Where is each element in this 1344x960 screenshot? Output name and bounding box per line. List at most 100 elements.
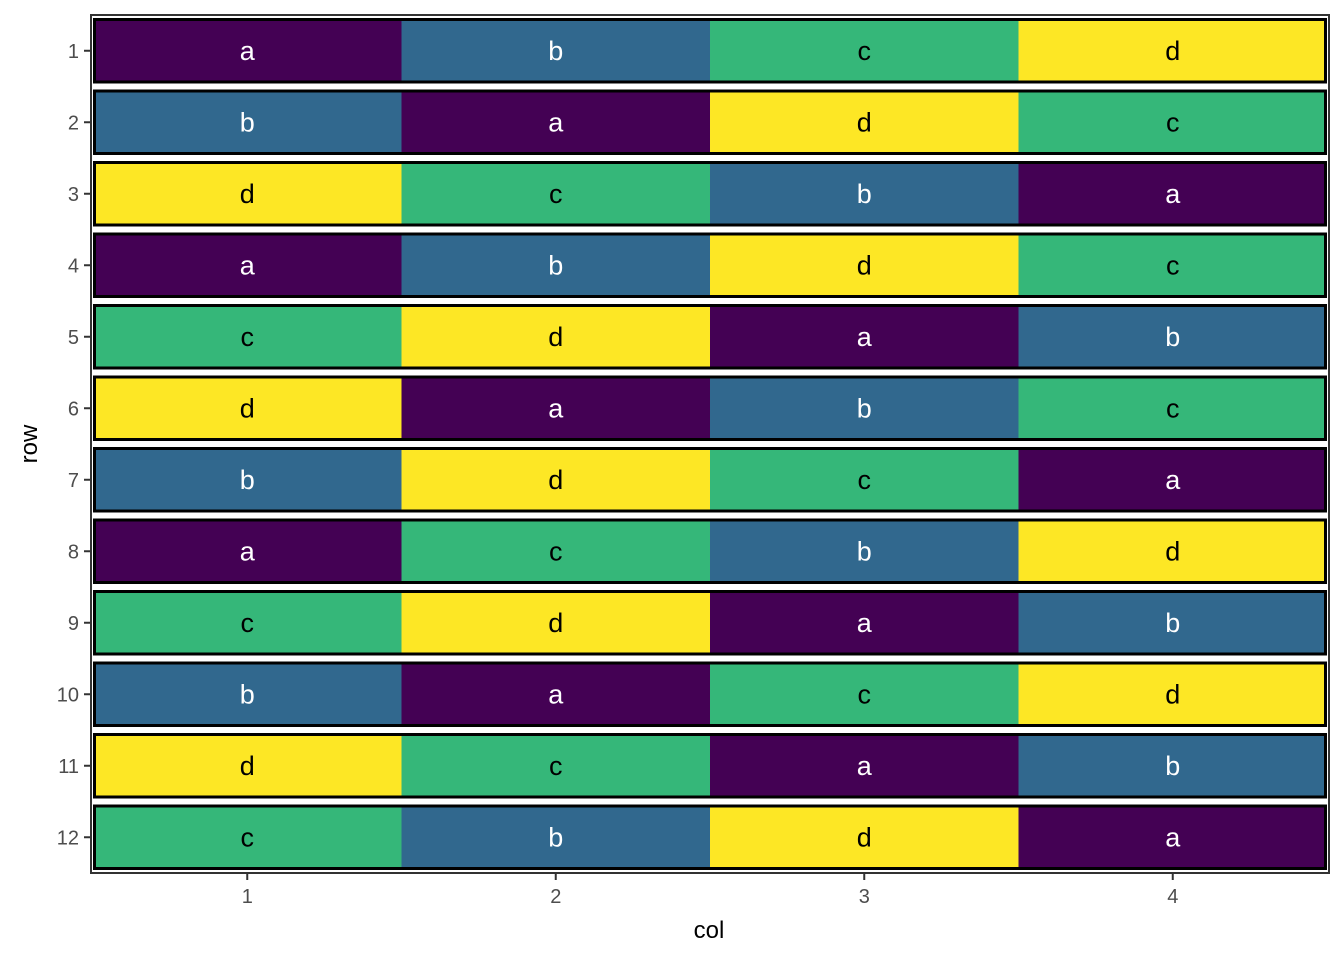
cell-label: d — [240, 393, 255, 423]
row-outline — [93, 518, 1327, 584]
row-outline — [93, 661, 1327, 727]
cell-label: b — [548, 822, 563, 852]
heatmap-cell — [93, 804, 402, 870]
y-tick-label: 1 — [68, 41, 79, 63]
y-tick-label: 2 — [68, 112, 79, 134]
heatmap-cell — [1018, 590, 1327, 656]
cell-label: d — [857, 822, 872, 852]
heatmap-cell — [401, 733, 710, 799]
cell-label: a — [1165, 179, 1181, 209]
cell-label: d — [1165, 679, 1180, 709]
heatmap-cell — [401, 375, 710, 441]
heatmap-cell — [1018, 304, 1327, 370]
cell-label: c — [549, 179, 563, 209]
heatmap-cell — [401, 18, 710, 84]
cell-label: b — [240, 107, 255, 137]
cell-label: c — [1166, 107, 1180, 137]
cell-label: a — [857, 751, 873, 781]
heatmap-cell — [93, 304, 402, 370]
row-outline — [93, 447, 1327, 513]
cell-label: d — [857, 250, 872, 280]
y-tick-label: 6 — [68, 398, 79, 420]
heatmap-cell — [1018, 661, 1327, 727]
heatmap-cell — [1018, 804, 1327, 870]
heatmap-cell — [1018, 161, 1327, 227]
heatmap-cell — [710, 804, 1019, 870]
row-outline — [93, 232, 1327, 298]
cell-label: a — [548, 107, 564, 137]
cell-label: b — [548, 36, 563, 66]
y-tick-label: 9 — [68, 613, 79, 635]
heatmap-cell — [93, 733, 402, 799]
cell-label: b — [1165, 322, 1180, 352]
y-tick-label: 10 — [57, 684, 79, 706]
cell-label: b — [857, 179, 872, 209]
heatmap-cell — [93, 89, 402, 155]
y-tick-label: 7 — [68, 470, 79, 492]
heatmap-cell — [710, 18, 1019, 84]
cell-labels-layer: a b c d b a d c d c b a a b d c c d a b d a b c b d c a a c b d c d a b b a c d… — [240, 36, 1182, 853]
row-outlines-layer — [93, 18, 1327, 870]
cell-label: b — [857, 393, 872, 423]
row-outline — [93, 89, 1327, 155]
cell-label: c — [858, 36, 872, 66]
heatmap-cell — [93, 590, 402, 656]
cell-label: c — [549, 536, 563, 566]
cell-label: c — [241, 822, 255, 852]
heatmap-cell — [710, 518, 1019, 584]
cell-label: d — [240, 179, 255, 209]
heatmap-cell — [401, 661, 710, 727]
x-tick-label: 2 — [550, 886, 561, 908]
x-axis-title: col — [694, 917, 725, 944]
cell-label: a — [857, 322, 873, 352]
row-outline — [93, 804, 1327, 870]
heatmap-cell — [93, 18, 402, 84]
y-tick-label: 5 — [68, 327, 79, 349]
cell-label: b — [240, 465, 255, 495]
heatmap-cell — [710, 304, 1019, 370]
heatmap-cell — [401, 89, 710, 155]
heatmap-cell — [1018, 447, 1327, 513]
y-tick-label: 4 — [68, 255, 79, 277]
heatmap-cell — [710, 161, 1019, 227]
heatmap-cell — [710, 447, 1019, 513]
row-outline — [93, 161, 1327, 227]
heatmap-cell — [401, 518, 710, 584]
heatmap-cell — [710, 89, 1019, 155]
heatmap-cell — [401, 232, 710, 298]
cell-label: d — [857, 107, 872, 137]
cell-label: d — [548, 465, 563, 495]
cell-label: c — [858, 679, 872, 709]
cell-label: b — [240, 679, 255, 709]
heatmap-cell — [1018, 232, 1327, 298]
heatmap-cell — [401, 304, 710, 370]
heatmap-cell — [1018, 89, 1327, 155]
x-axis: 1 2 3 4 — [242, 873, 1178, 908]
cell-label: a — [548, 679, 564, 709]
panel-border — [90, 14, 1330, 874]
cell-label: b — [857, 536, 872, 566]
heatmap-cell — [1018, 375, 1327, 441]
cell-label: d — [1165, 536, 1180, 566]
row-outline — [93, 304, 1327, 370]
cell-label: a — [240, 250, 256, 280]
cell-label: a — [240, 536, 256, 566]
x-tick-label: 3 — [859, 886, 870, 908]
heatmap-cell — [93, 518, 402, 584]
y-tick-label: 12 — [57, 827, 79, 849]
cell-label: c — [241, 608, 255, 638]
cell-label: c — [1166, 250, 1180, 280]
cells-layer — [93, 18, 1327, 870]
heatmap-cell — [1018, 518, 1327, 584]
row-outline — [93, 18, 1327, 84]
cell-label: c — [858, 465, 872, 495]
x-tick-label: 1 — [242, 886, 253, 908]
cell-label: a — [1165, 465, 1181, 495]
heatmap-cell — [93, 447, 402, 513]
cell-label: a — [857, 608, 873, 638]
cell-label: c — [1166, 393, 1180, 423]
cell-label: d — [240, 751, 255, 781]
